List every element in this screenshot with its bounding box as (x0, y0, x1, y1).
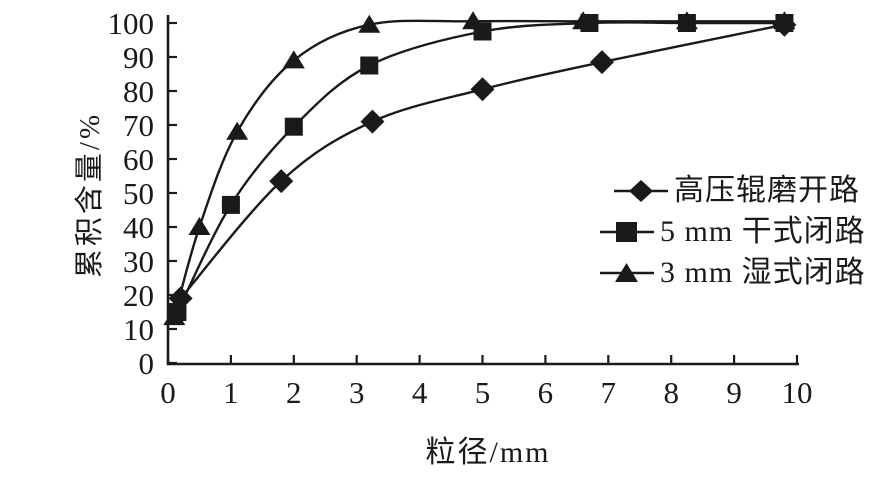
legend-label: 5 mm 干式闭路 (660, 214, 866, 248)
y-tick-label: 40 (123, 210, 154, 245)
square-marker-icon (360, 56, 379, 75)
y-tick-label: 60 (123, 142, 154, 177)
x-tick-label: 10 (782, 375, 813, 410)
square-marker-icon (284, 117, 303, 136)
x-tick-label: 9 (726, 375, 742, 410)
y-tick-label: 70 (123, 108, 154, 143)
x-tick-label: 8 (663, 375, 679, 410)
y-tick-label: 50 (123, 176, 154, 211)
legend-item-3mm-wet-closed-circuit: 3 mm 湿式闭路 (599, 252, 866, 293)
x-tick-label: 7 (601, 375, 617, 410)
y-tick-label: 90 (123, 40, 154, 75)
x-tick-label: 4 (412, 375, 428, 410)
x-tick-label: 2 (286, 375, 302, 410)
triangle-marker-icon (226, 121, 249, 140)
x-tick-label: 6 (538, 375, 554, 410)
triangle-marker-icon (462, 11, 485, 30)
legend-label: 3 mm 湿式闭路 (660, 255, 866, 289)
triangle-marker-icon (675, 11, 698, 30)
legend-label: 高压辊磨开路 (674, 173, 860, 207)
legend: 高压辊磨开路 5 mm 干式闭路 3 mm 湿式闭路 (599, 170, 866, 293)
x-tick-label: 1 (223, 375, 239, 410)
y-tick-label: 10 (123, 312, 154, 347)
diamond-marker-icon (470, 77, 495, 102)
diamond-marker-icon (269, 169, 294, 194)
axis-lines (166, 15, 799, 366)
series-line-0 (179, 23, 785, 300)
legend-item-5mm-dry-closed-circuit: 5 mm 干式闭路 (599, 211, 866, 252)
triangle-marker-icon (773, 11, 796, 30)
triangle-marker-icon (358, 14, 381, 33)
diamond-marker-icon (590, 50, 615, 75)
square-marker-icon (221, 195, 240, 214)
y-tick-label: 20 (123, 278, 154, 313)
y-tick-label: 0 (139, 346, 155, 381)
square-line-icon (600, 221, 654, 242)
triangle-marker-icon (163, 307, 186, 326)
diamond-marker-icon (360, 109, 385, 134)
triangle-marker-icon (282, 50, 305, 69)
x-axis-title: 粒径/mm (425, 436, 551, 469)
triangle-marker-icon (188, 217, 211, 235)
x-tick-label: 0 (160, 375, 176, 410)
diamond-line-icon (614, 179, 668, 202)
y-axis-title: 累积含量/% (74, 111, 106, 279)
y-tick-label: 100 (108, 6, 155, 41)
triangle-line-icon (600, 262, 654, 282)
x-tick-label: 5 (475, 375, 491, 410)
legend-item-hpgr-open-circuit: 高压辊磨开路 (613, 170, 866, 211)
y-tick-label: 30 (123, 244, 154, 279)
y-tick-label: 80 (123, 74, 154, 109)
triangle-marker-icon (572, 11, 595, 30)
x-tick-label: 3 (349, 375, 365, 410)
